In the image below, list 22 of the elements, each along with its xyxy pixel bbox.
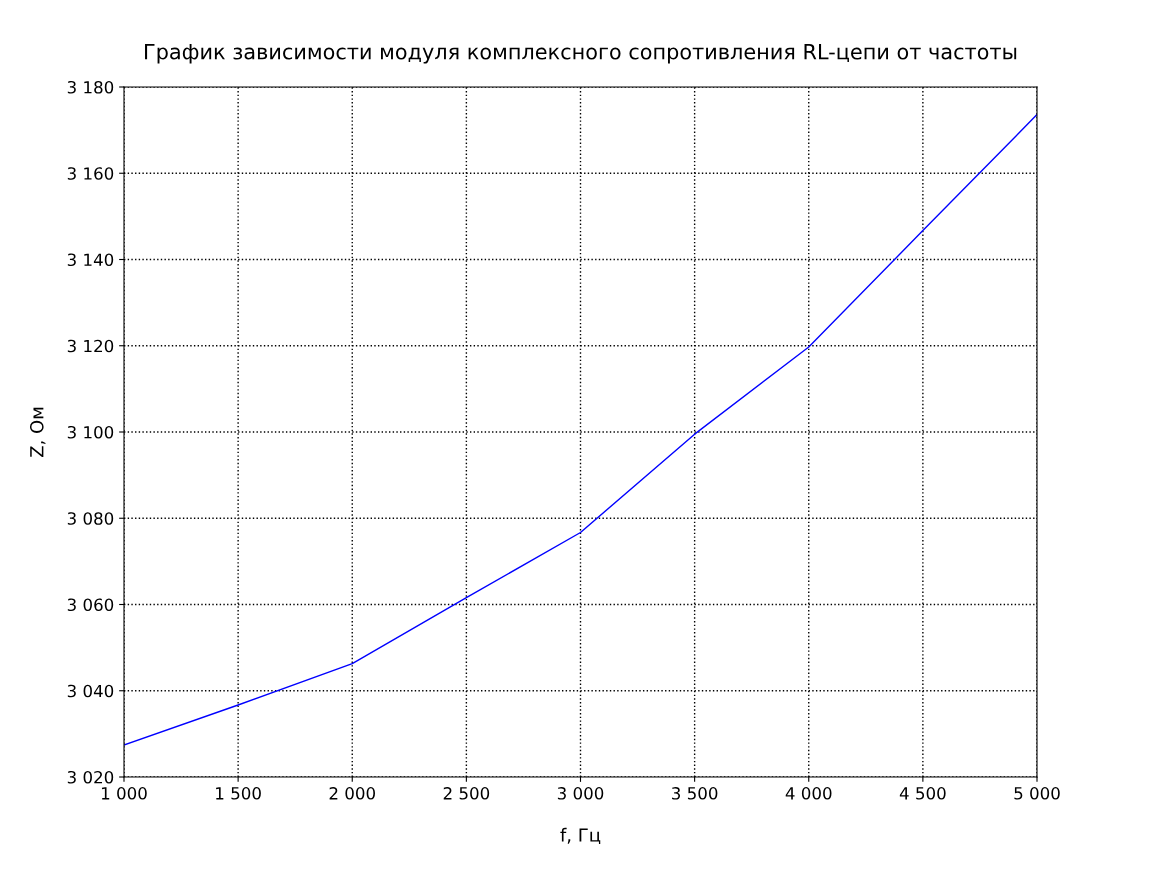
- y-tick-label: 3 080: [67, 512, 114, 525]
- x-tick-label: 4 500: [899, 787, 946, 800]
- y-tick-label: 3 160: [67, 167, 114, 180]
- x-tick-label: 4 000: [785, 787, 832, 800]
- y-tick-label: 3 120: [67, 339, 114, 353]
- x-tick-label: 3 500: [672, 787, 718, 800]
- x-tick-label: 5 000: [1014, 787, 1060, 800]
- x-axis-title: f, Гц: [560, 827, 601, 845]
- y-tick-label: 3 180: [67, 80, 114, 94]
- x-tick-label: 3 000: [557, 787, 604, 800]
- y-tick-label: 3 060: [67, 598, 114, 612]
- y-tick-label: 3 040: [67, 684, 114, 698]
- line-series: [124, 113, 1037, 746]
- x-tick-label: 2 500: [443, 787, 490, 800]
- x-tick-label: 1 000: [101, 787, 147, 800]
- y-tick-label: 3 140: [67, 253, 114, 267]
- y-axis-title: Z, Ом: [29, 407, 46, 458]
- x-tick-label: 2 000: [329, 787, 375, 800]
- y-tick-label: 3 020: [67, 770, 114, 784]
- y-tick-label: 3 100: [67, 425, 114, 439]
- x-tick-label: 1 500: [216, 787, 261, 800]
- chart-title: График зависимости модуля комплексного сопротивления RL-цепи от частоты: [145, 44, 1017, 64]
